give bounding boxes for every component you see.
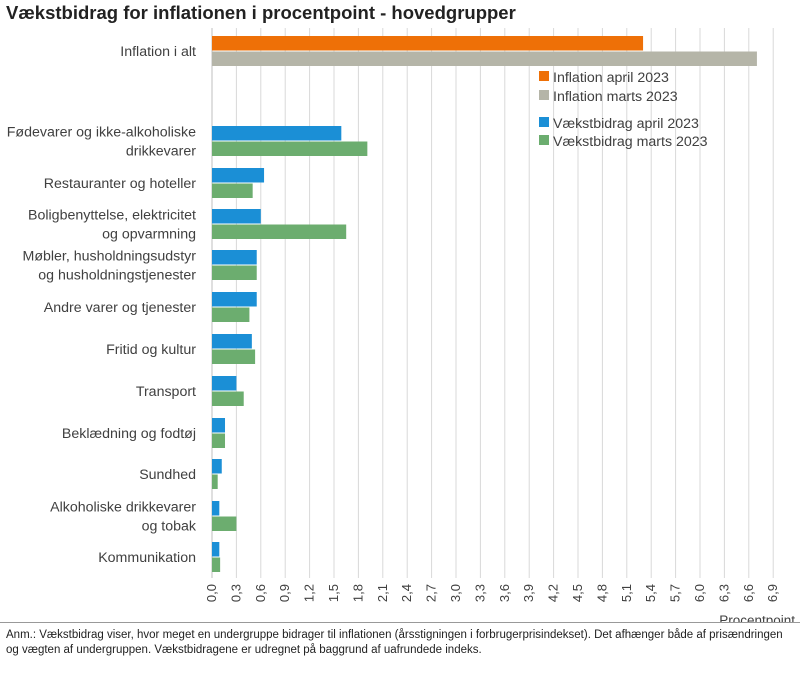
legend-label: Vækstbidrag april 2023 <box>553 116 699 132</box>
bar-chart: Inflation i alt Fødevarer og ikke-alkohol… <box>7 28 795 622</box>
x-tick-label: 4,2 <box>546 584 561 602</box>
bar-vaekstbidrag-april <box>212 459 222 474</box>
bar-vaekstbidrag-marts <box>212 307 250 322</box>
bar-vaekstbidrag-marts <box>212 265 257 280</box>
category-label: og tobak <box>142 519 197 535</box>
category-label: Kommunikation <box>98 550 196 566</box>
bar-vaekstbidrag-april <box>212 126 342 141</box>
x-tick-label: 6,6 <box>741 584 756 602</box>
x-tick-labels: 0,0 0,3 0,6 0,9 1,2 1,5 1,8 2,1 2,4 2,7 3,0 3,3 3,6 3… <box>204 584 780 602</box>
bar-vaekstbidrag-marts <box>212 141 368 156</box>
x-tick-label: 6,3 <box>716 584 731 602</box>
bar-vaekstbidrag-marts <box>212 183 253 198</box>
x-tick-label: 5,7 <box>668 584 683 602</box>
legend-label: Inflation april 2023 <box>553 70 669 86</box>
bar-vaekstbidrag-marts <box>212 349 256 364</box>
x-tick-label: 5,4 <box>643 584 658 602</box>
bar-vaekstbidrag-april <box>212 542 220 557</box>
bars <box>212 36 757 572</box>
footnote: Anm.: Vækstbidrag viser, hvor meget en u… <box>6 629 783 656</box>
bar-vaekstbidrag-marts <box>212 516 237 531</box>
x-tick-label: 0,6 <box>253 584 268 602</box>
category-label: Inflation i alt <box>120 44 196 60</box>
x-tick-label: 3,3 <box>472 584 487 602</box>
x-tick-label: 5,1 <box>619 584 634 602</box>
bar-vaekstbidrag-marts <box>212 224 347 239</box>
x-tick-label: 0,0 <box>204 584 219 602</box>
bar-vaekstbidrag-april <box>212 418 226 433</box>
category-label: Fritid og kultur <box>106 342 196 358</box>
category-label: Fødevarer og ikke-alkoholiske <box>7 125 196 141</box>
x-axis-label: Procentpoint <box>719 613 795 622</box>
bar-vaekstbidrag-marts <box>212 391 244 406</box>
bar-vaekstbidrag-april <box>212 168 265 183</box>
x-tick-label: 3,9 <box>521 584 536 602</box>
legend: Inflation april 2023 Inflation marts 2023… <box>539 70 708 150</box>
bar-vaekstbidrag-april <box>212 250 257 265</box>
x-tick-label: 6,0 <box>692 584 707 602</box>
bar-inflation-marts <box>212 51 757 66</box>
x-tick-label: 2,1 <box>375 584 390 602</box>
legend-swatch <box>539 117 549 127</box>
x-tick-label: 0,9 <box>277 584 292 602</box>
legend-label: Inflation marts 2023 <box>553 89 678 105</box>
bar-vaekstbidrag-marts <box>212 557 221 572</box>
category-label: Beklædning og fodtøj <box>62 426 196 442</box>
gridlines <box>211 28 774 578</box>
category-label: Andre varer og tjenester <box>44 300 196 316</box>
category-label: Sundhed <box>139 467 196 483</box>
bar-vaekstbidrag-marts <box>212 474 218 489</box>
bar-vaekstbidrag-april <box>212 376 237 391</box>
x-tick-label: 1,8 <box>350 584 365 602</box>
x-tick-label: 1,2 <box>302 584 317 602</box>
category-label: Møbler, husholdningsudstyr <box>23 249 197 265</box>
category-labels: Inflation i alt Fødevarer og ikke-alkohol… <box>7 44 197 566</box>
category-label: og husholdningstjenester <box>38 268 196 284</box>
x-tick-label: 0,3 <box>228 584 243 602</box>
x-tick-label: 3,0 <box>448 584 463 602</box>
legend-swatch <box>539 71 549 81</box>
category-label: og opvarmning <box>102 227 196 243</box>
x-tick-label: 2,4 <box>399 584 414 602</box>
bar-vaekstbidrag-april <box>212 501 220 516</box>
category-label: drikkevarer <box>126 144 196 160</box>
legend-swatch <box>539 90 549 100</box>
divider <box>0 622 800 623</box>
x-tick-label: 6,9 <box>765 584 780 602</box>
bar-vaekstbidrag-april <box>212 209 261 224</box>
chart-title: Vækstbidrag for inflationen i procentpoi… <box>6 2 516 23</box>
x-tick-label: 4,5 <box>570 584 585 602</box>
category-label: Boligbenyttelse, elektricitet <box>28 208 196 224</box>
x-tick-label: 2,7 <box>424 584 439 602</box>
x-tick-label: 3,6 <box>497 584 512 602</box>
legend-label: Vækstbidrag marts 2023 <box>553 134 708 150</box>
bar-vaekstbidrag-marts <box>212 433 226 448</box>
x-tick-label: 1,5 <box>326 584 341 602</box>
bar-vaekstbidrag-april <box>212 292 257 307</box>
bar-vaekstbidrag-april <box>212 334 252 349</box>
category-label: Alkoholiske drikkevarer <box>50 500 196 516</box>
legend-swatch <box>539 135 549 145</box>
category-label: Restauranter og hoteller <box>44 176 196 192</box>
x-tick-label: 4,8 <box>594 584 609 602</box>
bar-inflation-april <box>212 36 644 51</box>
category-label: Transport <box>136 384 196 400</box>
